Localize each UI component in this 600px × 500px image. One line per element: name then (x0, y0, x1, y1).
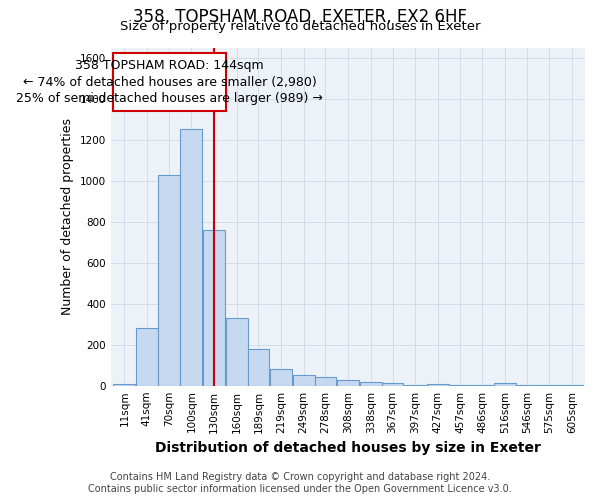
Text: ← 74% of detached houses are smaller (2,980): ← 74% of detached houses are smaller (2,… (23, 76, 316, 90)
Bar (314, 378, 337, 386)
Bar (248, 349, 269, 386)
Bar (203, 230, 225, 386)
Bar (226, 318, 248, 386)
Bar (113, 384, 135, 386)
Text: 358, TOPSHAM ROAD, EXETER, EX2 6HF: 358, TOPSHAM ROAD, EXETER, EX2 6HF (133, 8, 467, 26)
Bar (181, 130, 202, 386)
Text: 358 TOPSHAM ROAD: 144sqm: 358 TOPSHAM ROAD: 144sqm (75, 59, 264, 72)
Bar (360, 382, 382, 386)
Bar (337, 380, 359, 386)
Y-axis label: Number of detached properties: Number of detached properties (61, 118, 74, 315)
X-axis label: Distribution of detached houses by size in Exeter: Distribution of detached houses by size … (155, 441, 541, 455)
Bar (427, 384, 449, 386)
Text: Contains HM Land Registry data © Crown copyright and database right 2024.
Contai: Contains HM Land Registry data © Crown c… (88, 472, 512, 494)
FancyBboxPatch shape (113, 52, 226, 111)
Bar (158, 174, 179, 386)
Text: Size of property relative to detached houses in Exeter: Size of property relative to detached ho… (120, 20, 480, 33)
Bar (382, 382, 403, 386)
Bar (494, 382, 515, 386)
Bar (293, 376, 314, 386)
Bar (136, 328, 158, 386)
Text: 25% of semi-detached houses are larger (989) →: 25% of semi-detached houses are larger (… (16, 92, 323, 104)
Bar (270, 370, 292, 386)
